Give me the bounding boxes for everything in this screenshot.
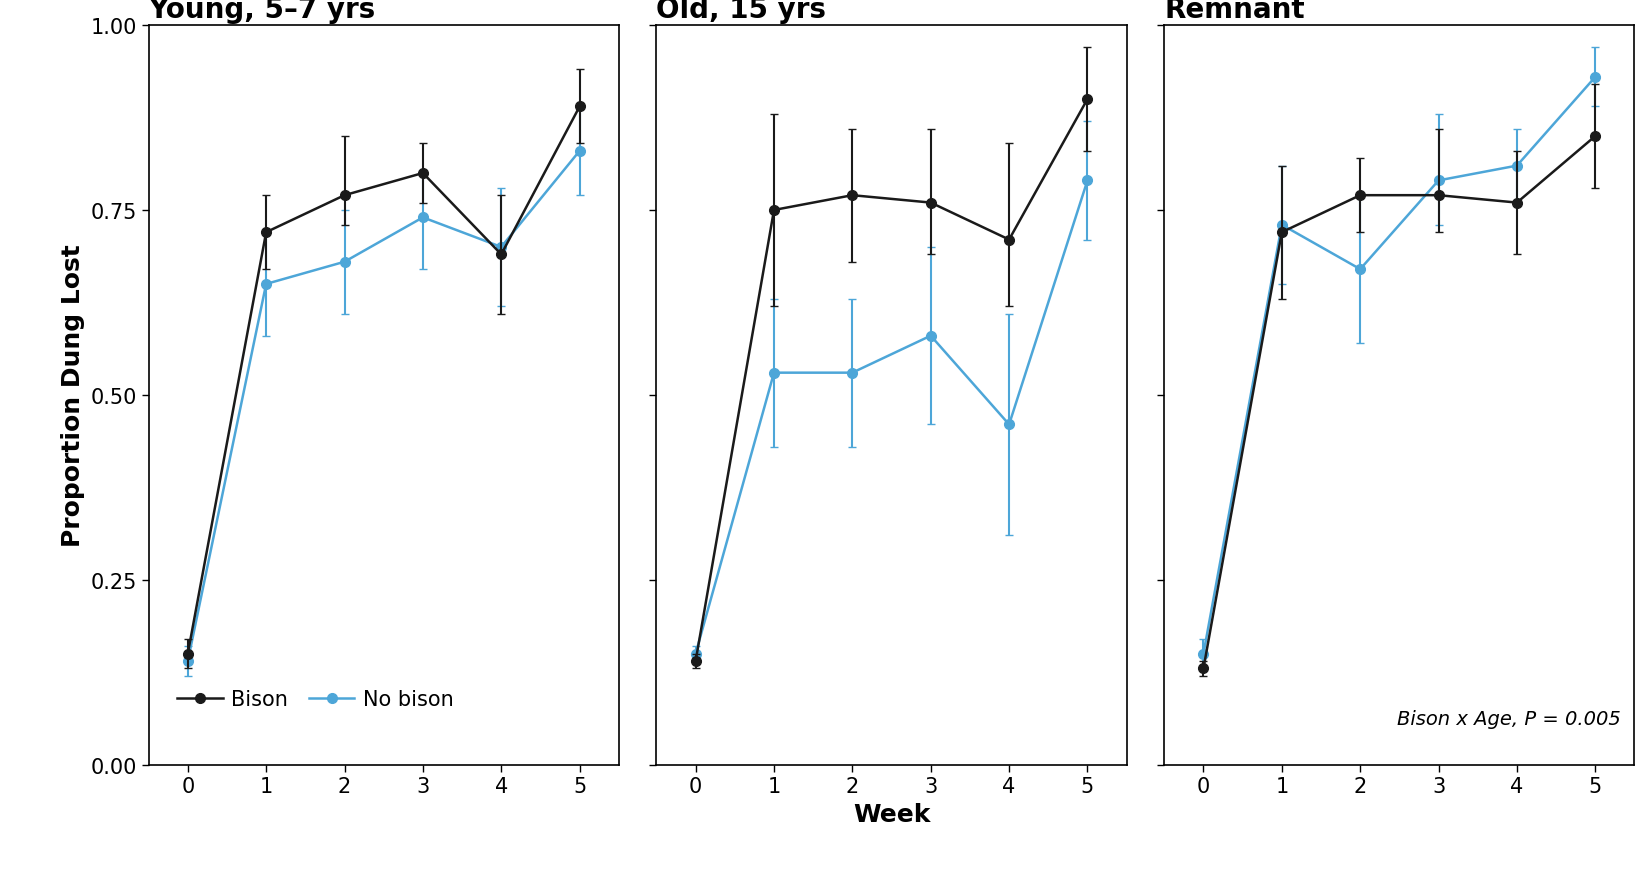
Text: Remnant: Remnant (1164, 0, 1304, 23)
X-axis label: Week: Week (854, 802, 930, 826)
Y-axis label: Proportion Dung Lost: Proportion Dung Lost (61, 244, 84, 547)
Text: Young, 5–7 yrs: Young, 5–7 yrs (149, 0, 376, 23)
Text: Old, 15 yrs: Old, 15 yrs (657, 0, 827, 23)
Text: Bison x Age, P = 0.005: Bison x Age, P = 0.005 (1397, 709, 1620, 728)
Legend: Bison, No bison: Bison, No bison (168, 680, 462, 718)
